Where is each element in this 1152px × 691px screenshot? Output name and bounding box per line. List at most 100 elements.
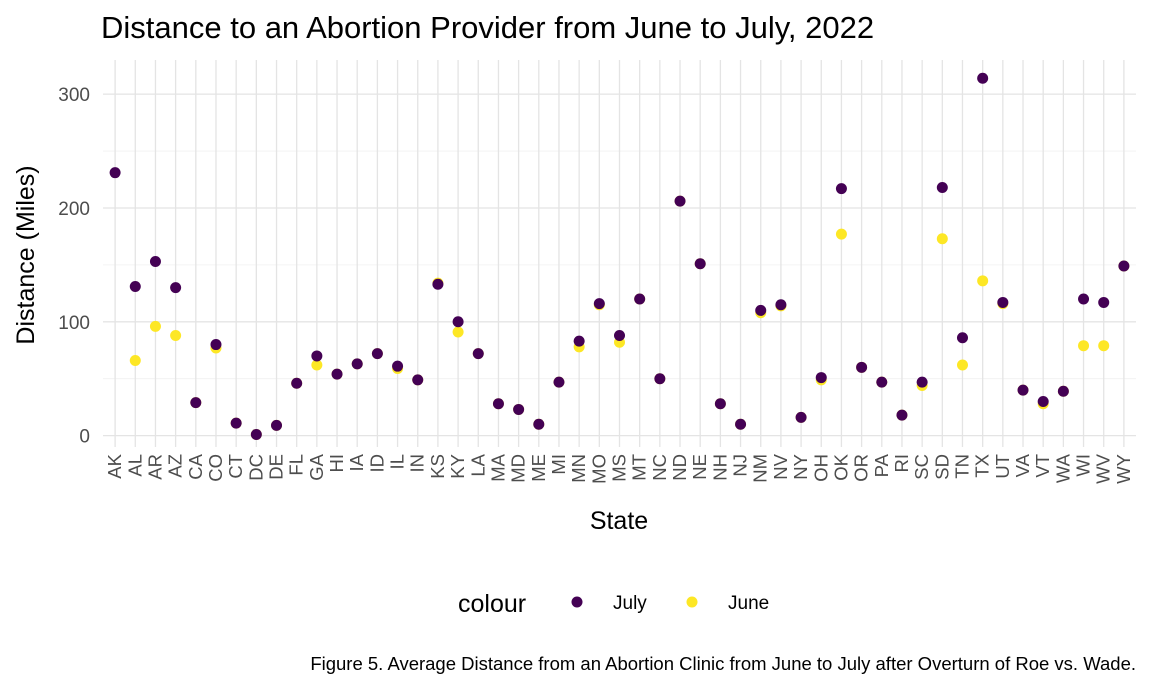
x-tick-label: MT	[629, 454, 650, 481]
x-tick-label: AK	[104, 453, 125, 478]
point-july-ky	[452, 316, 464, 328]
point-july-or	[856, 361, 868, 373]
point-july-ks	[432, 278, 444, 290]
point-july-pa	[876, 376, 888, 388]
legend-label-june: June	[728, 593, 769, 614]
x-tick-label: VA	[1012, 453, 1033, 477]
y-tick-label: 300	[58, 85, 90, 106]
point-june-tx	[977, 275, 989, 287]
point-july-az	[170, 282, 182, 294]
data-points	[109, 72, 1130, 440]
x-tick-label: IL	[387, 454, 408, 469]
point-july-dc	[250, 428, 262, 440]
x-tick-label: RI	[891, 454, 912, 473]
point-july-wy	[1118, 260, 1130, 272]
x-tick-label: LA	[467, 453, 488, 476]
x-tick-label: AR	[144, 454, 165, 480]
x-axis-ticks: AK AL AR AZ CA CO CT DC DE FL GA HI IA ID IL IN KS KY LA MA…	[104, 453, 1134, 483]
point-july-tn	[956, 332, 968, 344]
point-july-wa	[1057, 385, 1069, 397]
x-tick-label: IN	[407, 454, 428, 473]
point-july-ne	[694, 258, 706, 270]
point-july-nv	[775, 299, 787, 311]
point-july-ok	[835, 183, 847, 195]
x-tick-label: TN	[951, 454, 972, 479]
point-july-ct	[230, 417, 242, 429]
point-july-ut	[997, 296, 1009, 308]
point-july-me	[533, 418, 545, 430]
x-tick-label: WY	[1113, 454, 1134, 484]
y-tick-label: 100	[58, 313, 90, 334]
x-tick-label: ND	[669, 454, 690, 481]
x-tick-label: AL	[124, 454, 145, 477]
x-tick-label: IA	[346, 453, 367, 471]
legend-key-july	[571, 596, 583, 608]
x-tick-label: OK	[830, 453, 851, 480]
point-june-wi	[1078, 340, 1090, 352]
point-june-ar	[149, 320, 161, 332]
point-july-ca	[190, 397, 202, 409]
x-tick-label: GA	[306, 453, 327, 480]
x-tick-label: NC	[649, 454, 670, 481]
x-tick-label: OH	[810, 454, 831, 482]
x-tick-label: AZ	[165, 454, 186, 478]
x-tick-label: CT	[225, 454, 246, 479]
y-tick-label: 200	[58, 199, 90, 220]
point-july-nd	[674, 195, 686, 207]
point-july-nc	[654, 373, 666, 385]
legend-label-july: July	[613, 593, 647, 614]
x-tick-label: SD	[931, 454, 952, 480]
point-july-ia	[351, 358, 363, 370]
x-tick-label: NM	[750, 454, 771, 483]
x-tick-label: KY	[447, 454, 468, 479]
point-july-ga	[311, 350, 323, 362]
x-tick-label: ID	[366, 454, 387, 473]
x-tick-label: MS	[609, 454, 630, 482]
point-july-nh	[714, 398, 726, 410]
x-tick-label: MA	[487, 453, 508, 481]
point-july-sc	[916, 376, 928, 388]
x-tick-label: VT	[1032, 454, 1053, 478]
point-june-sd	[936, 233, 948, 245]
x-tick-label: MN	[568, 454, 589, 483]
x-tick-label: MI	[548, 454, 569, 475]
point-july-la	[472, 348, 484, 360]
point-july-sd	[936, 181, 948, 193]
point-july-mi	[553, 376, 565, 388]
point-july-wi	[1078, 293, 1090, 305]
x-tick-label: CO	[205, 454, 226, 482]
point-july-nj	[735, 418, 747, 430]
point-july-vt	[1037, 395, 1049, 407]
point-july-tx	[977, 72, 989, 84]
chart-title: Distance to an Abortion Provider from Ju…	[101, 10, 874, 45]
x-tick-label: MO	[588, 454, 609, 484]
point-july-de	[271, 419, 283, 431]
x-tick-label: ME	[528, 454, 549, 482]
y-axis-title: Distance (Miles)	[12, 165, 40, 344]
x-tick-label: TX	[972, 454, 993, 478]
point-july-id	[371, 348, 383, 360]
point-june-wv	[1098, 340, 1110, 352]
x-tick-label: FL	[286, 454, 307, 476]
point-july-ar	[149, 255, 161, 267]
x-tick-label: OR	[851, 454, 872, 482]
legend-key-june	[686, 596, 698, 608]
x-tick-label: NV	[770, 453, 791, 479]
point-july-ri	[896, 409, 908, 421]
point-july-al	[129, 281, 141, 293]
point-june-ga	[311, 359, 323, 371]
point-june-tn	[956, 359, 968, 371]
x-tick-label: DE	[266, 454, 287, 480]
x-axis-title: State	[590, 507, 648, 535]
point-june-ok	[835, 228, 847, 240]
point-june-ky	[452, 326, 464, 338]
x-tick-label: KS	[427, 454, 448, 479]
x-tick-label: NE	[689, 454, 710, 480]
x-tick-label: NJ	[730, 454, 751, 477]
point-july-ma	[492, 398, 504, 410]
x-tick-label: MD	[508, 454, 529, 483]
point-july-md	[513, 403, 525, 415]
point-july-ms	[614, 329, 625, 341]
point-july-nm	[755, 304, 767, 316]
